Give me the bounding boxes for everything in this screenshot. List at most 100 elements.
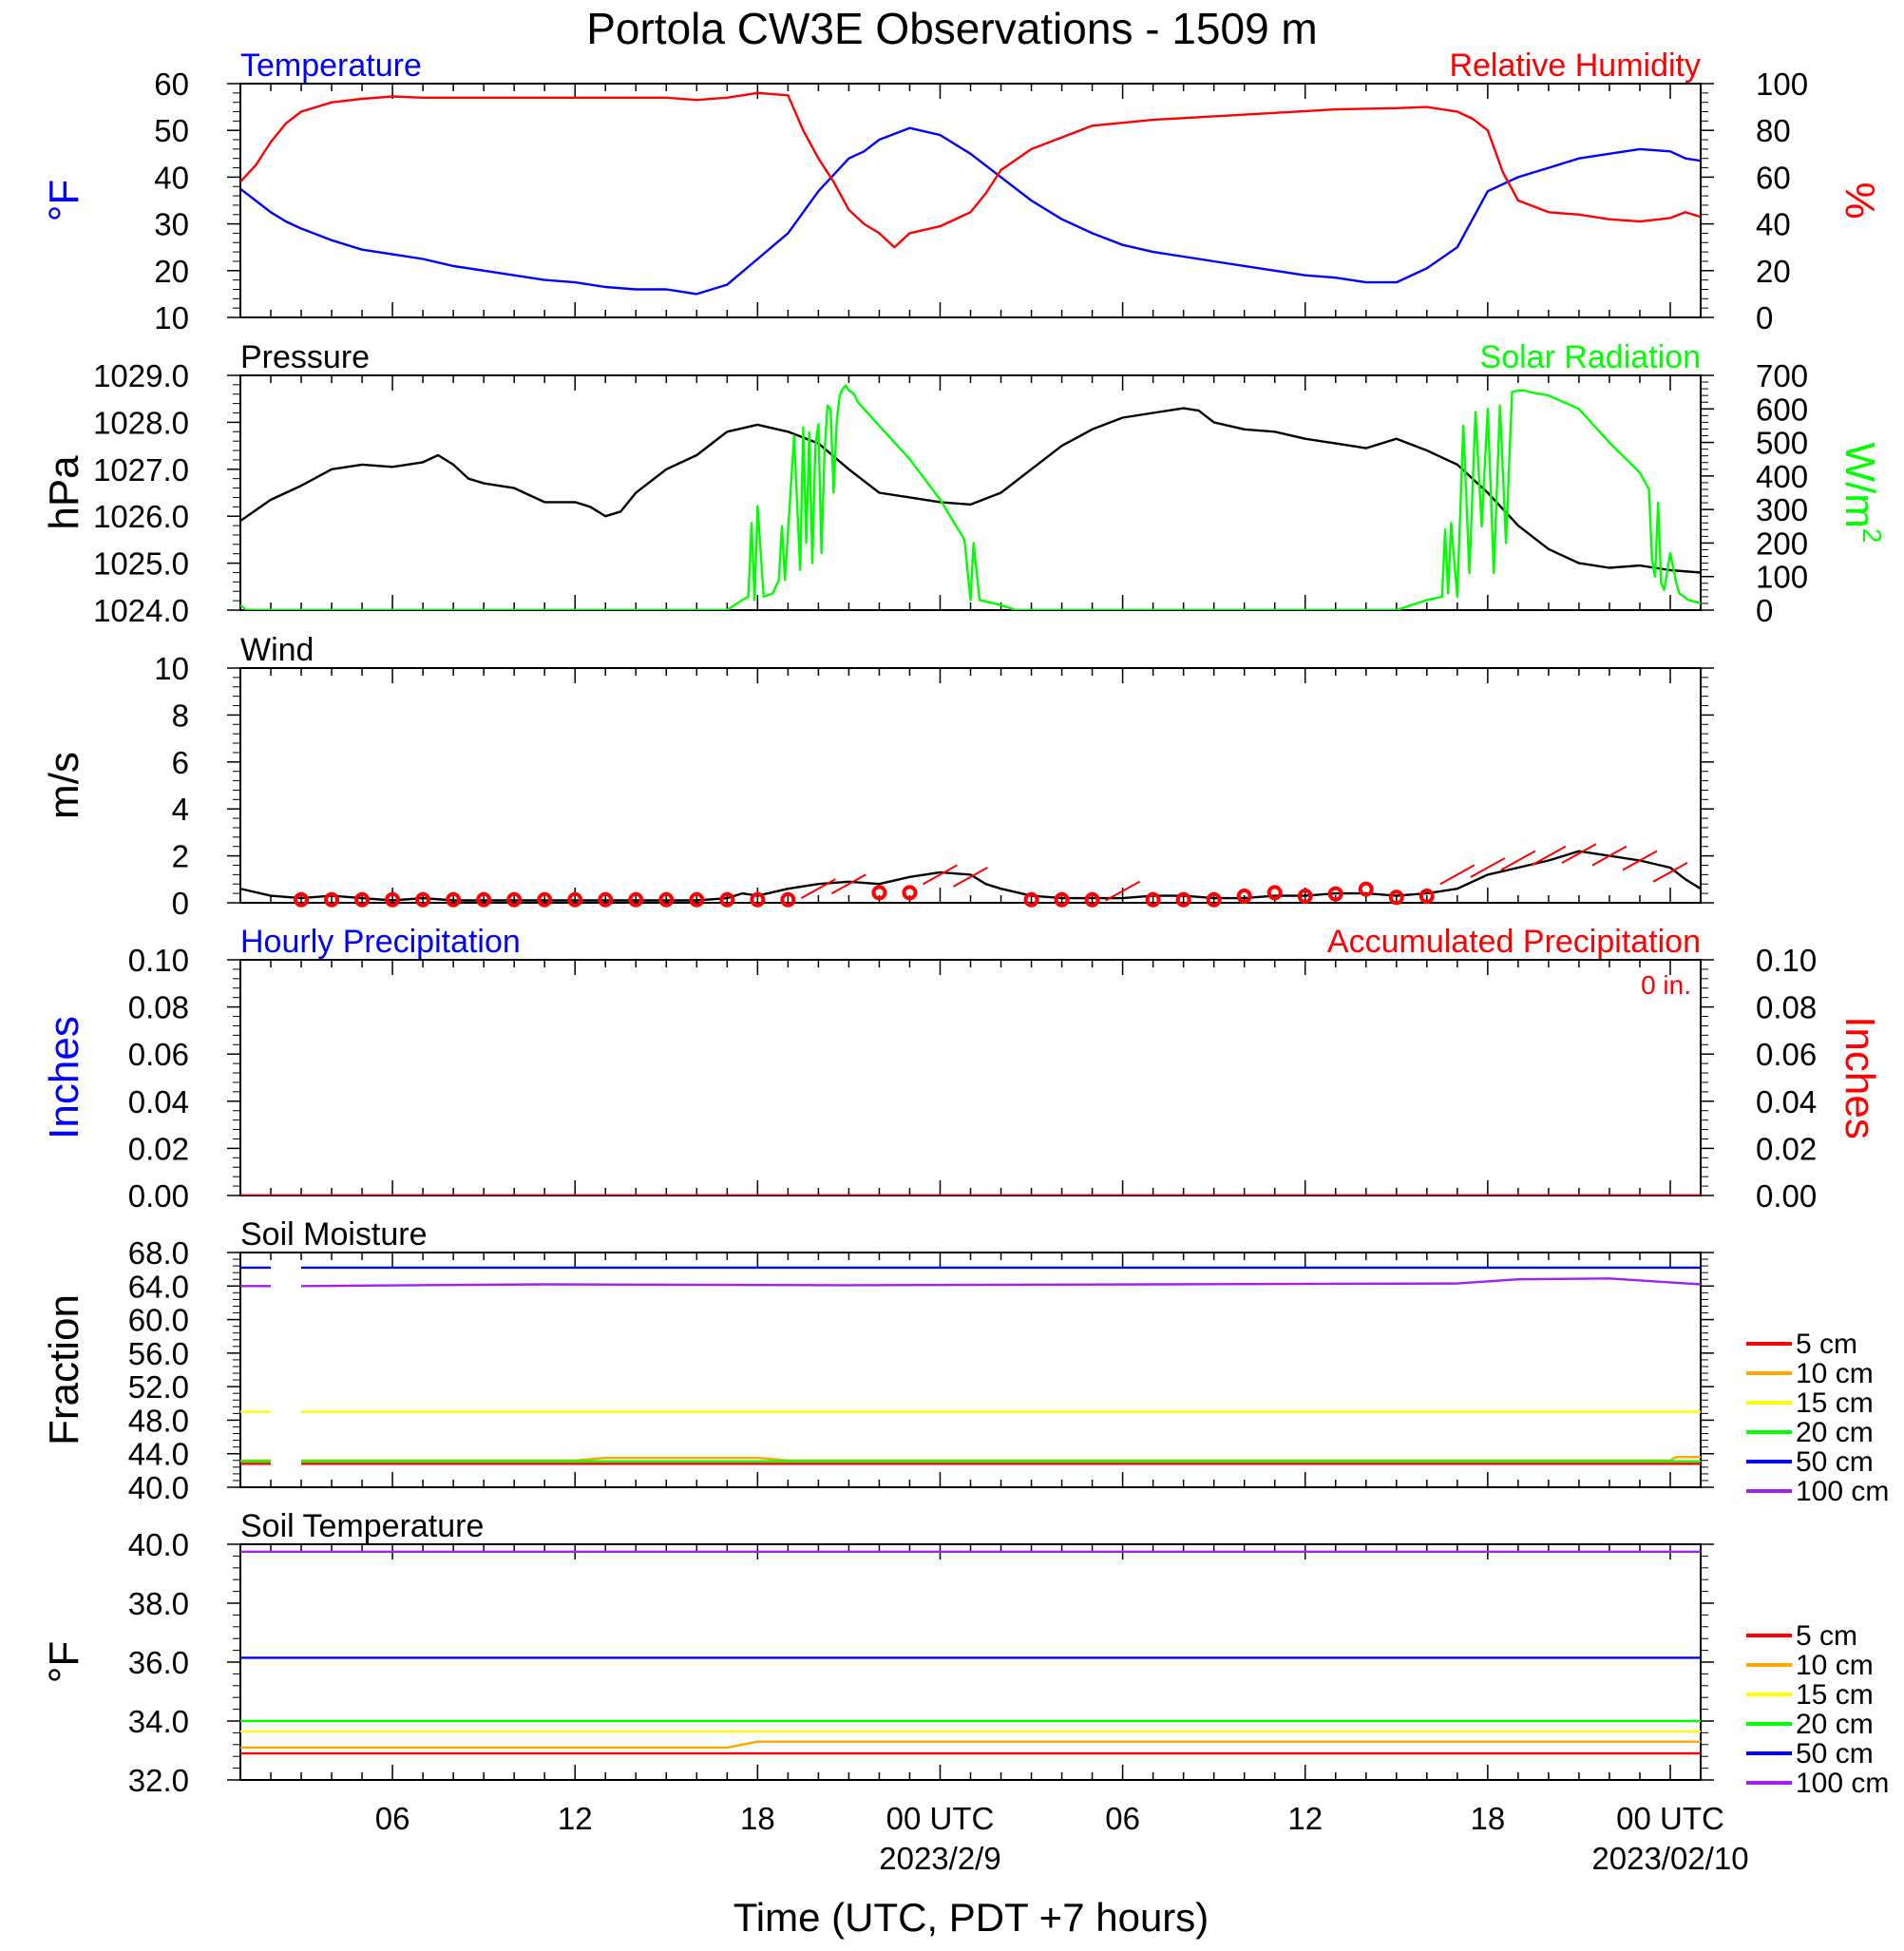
- panel-6: 40.0 38.0 36.0 34.0 32.0 Soil Temperature °F 5 …: [41, 1508, 1889, 1799]
- x-axis-title: Time (UTC, PDT +7 hours): [733, 1895, 1209, 1940]
- wind-calm-marker: [567, 891, 583, 908]
- wind-barb: [1439, 864, 1476, 886]
- legend-label: 15 cm: [1796, 1679, 1874, 1711]
- y-tick-label-right: 200: [1756, 526, 1808, 561]
- wind-calm-marker: [537, 891, 553, 908]
- wind-calm-marker: [1023, 891, 1039, 908]
- legend-label: 5 cm: [1796, 1329, 1857, 1360]
- x-axis: 06 12 18 00 UTC 06 12 18 00 UTC 2023/2/9 2023/02/…: [375, 1801, 1749, 1876]
- panel-4: 0.10 0.08 0.06 0.04 0.02 0.00 0.10 0.08 0.06 0.04…: [41, 924, 1883, 1214]
- wind-calm-marker: [658, 891, 675, 908]
- wind-calm-marker: [1236, 889, 1252, 905]
- y-tick-label-left: 1029.0: [93, 358, 189, 393]
- wind-calm-marker: [871, 885, 887, 901]
- wind-barb: [1622, 850, 1658, 871]
- x-date-label: 2023/02/10: [1591, 1841, 1748, 1876]
- y-tick-label-left: 34.0: [128, 1704, 189, 1739]
- series-line-100-cm: [300, 1277, 1701, 1288]
- wind-barb: [1652, 862, 1688, 883]
- panel-3: 10 8 6 4 2 0 Wind m/s: [41, 632, 1714, 921]
- series-line-temperature: [240, 126, 1701, 296]
- wind-calm-marker: [506, 891, 523, 908]
- plot-frame: [239, 959, 1702, 1196]
- panel-5: 68.064.060.056.052.048.044.040.0 Soil Moi…: [41, 1216, 1889, 1507]
- y-tick-label-right: 0.10: [1756, 943, 1817, 978]
- y-tick-label-right: 100: [1756, 67, 1808, 102]
- series-group: [240, 850, 1701, 902]
- y-tick-label-left: 32.0: [128, 1763, 189, 1798]
- wind-calm-marker: [1388, 889, 1404, 906]
- y-tick-label-left: 40: [154, 160, 189, 195]
- y-axis-label-left: hPa: [41, 455, 87, 530]
- y-tick-label-left: 0.04: [128, 1084, 189, 1119]
- y-axis-label-right-base: W/m: [1837, 443, 1883, 528]
- y-tick-label-left: 10: [154, 651, 189, 686]
- series-group: [240, 1266, 1701, 1465]
- y-tick-label-right: 0.08: [1756, 990, 1817, 1025]
- legend-label: 5 cm: [1796, 1620, 1857, 1652]
- wind-barb: [1500, 850, 1536, 871]
- y-axis-label-left: Fraction: [41, 1294, 87, 1445]
- y-tick-label-left: 68.0: [128, 1235, 189, 1271]
- y-tick-label-left: 56.0: [128, 1336, 189, 1371]
- legend-label: 50 cm: [1796, 1738, 1874, 1769]
- series-line-10-cm: [240, 1740, 1701, 1750]
- y-tick-label-right: 600: [1756, 392, 1808, 427]
- panel-title-left: Wind: [240, 632, 314, 668]
- y-tick-label-left: 1027.0: [93, 452, 189, 488]
- series-group: [240, 1550, 1701, 1755]
- wind-calm-marker: [1206, 891, 1222, 908]
- plot-frame: [239, 667, 1702, 904]
- accumulated-annotation: 0 in.: [1641, 970, 1691, 1000]
- x-tick-label: 18: [740, 1801, 775, 1836]
- y-tick-label-left: 2: [172, 839, 189, 874]
- panel-title-left: Soil Temperature: [240, 1508, 484, 1544]
- wind-calm-marker: [780, 891, 796, 908]
- panel-title-left: Temperature: [240, 48, 422, 84]
- panel-2: 1029.0 1028.0 1027.0 1026.0 1025.0 1024.0 7006…: [41, 339, 1887, 628]
- y-axis-label-left: °F: [41, 1641, 87, 1683]
- x-tick-label: 00 UTC: [1616, 1801, 1724, 1836]
- x-tick-label: 00 UTC: [886, 1801, 995, 1836]
- wind-barb: [1105, 880, 1141, 902]
- wind-barb: [1531, 845, 1567, 867]
- x-tick-label: 12: [558, 1801, 593, 1836]
- x-date-label: 2023/2/9: [879, 1841, 1000, 1876]
- y-tick-label-left: 60.0: [128, 1303, 189, 1338]
- figure-title: Portola CW3E Observations - 1509 m: [586, 4, 1318, 53]
- legend-label: 10 cm: [1796, 1358, 1874, 1389]
- series-line-10-cm: [301, 1456, 1701, 1462]
- wind-barb: [800, 878, 836, 900]
- y-tick-label-left: 0: [172, 886, 189, 921]
- plot-frame: [239, 1252, 1702, 1488]
- y-tick-label-right: 0.06: [1756, 1037, 1817, 1072]
- wind-calm-marker: [1175, 891, 1191, 908]
- legend-label: 50 cm: [1796, 1446, 1874, 1478]
- y-tick-label-left: 1024.0: [93, 593, 189, 628]
- panel-title-left: Soil Moisture: [240, 1216, 428, 1253]
- wind-barb: [1591, 845, 1628, 867]
- wind-barb: [830, 873, 866, 895]
- x-tick-label: 18: [1470, 1801, 1505, 1836]
- y-tick-label-left: 4: [172, 792, 189, 827]
- y-axis-label-left: °F: [41, 180, 87, 221]
- y-tick-label-right: 0.00: [1756, 1178, 1817, 1214]
- y-axis-label-left: Inches: [41, 1016, 87, 1139]
- legend-label: 15 cm: [1796, 1387, 1874, 1419]
- y-tick-label-left: 1025.0: [93, 546, 189, 582]
- wind-calm-marker: [628, 891, 644, 908]
- legend-label: 20 cm: [1796, 1709, 1874, 1740]
- wind-calm-marker: [1266, 885, 1283, 901]
- y-tick-label-right: 500: [1756, 426, 1808, 461]
- y-tick-label-left: 44.0: [128, 1437, 189, 1472]
- y-tick-label-left: 38.0: [128, 1586, 189, 1621]
- wind-calm-marker: [294, 891, 310, 908]
- series-line-wind-speed: [240, 850, 1701, 902]
- y-axis-label-right: Inches: [1837, 1016, 1883, 1139]
- wind-barb: [1470, 857, 1506, 878]
- panel-title-right: Solar Radiation: [1480, 339, 1701, 375]
- y-tick-label-left: 1026.0: [93, 499, 189, 534]
- y-tick-label-left: 64.0: [128, 1269, 189, 1304]
- panel-title-right: Accumulated Precipitation: [1327, 924, 1701, 960]
- y-tick-label-left: 50: [154, 113, 189, 148]
